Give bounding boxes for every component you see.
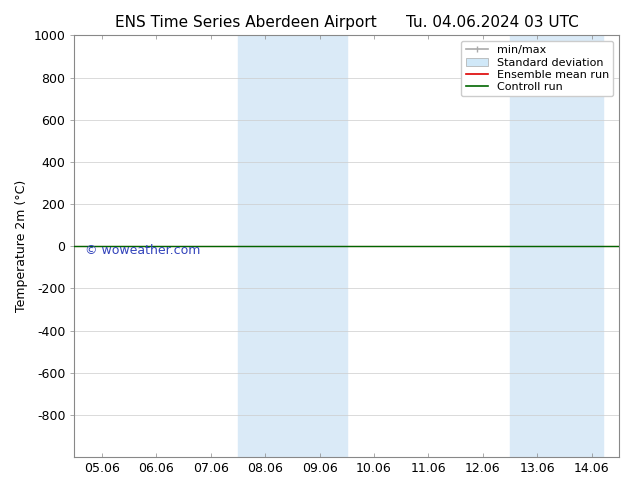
Bar [510,35,603,457]
Bar [238,35,347,457]
Legend: min/max, Standard deviation, Ensemble mean run, Controll run: min/max, Standard deviation, Ensemble me… [461,41,614,97]
Text: © woweather.com: © woweather.com [86,244,201,257]
Title: ENS Time Series Aberdeen Airport      Tu. 04.06.2024 03 UTC: ENS Time Series Aberdeen Airport Tu. 04.… [115,15,579,30]
Y-axis label: Temperature 2m (°C): Temperature 2m (°C) [15,180,28,312]
